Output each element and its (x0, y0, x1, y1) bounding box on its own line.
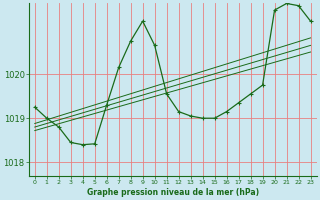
X-axis label: Graphe pression niveau de la mer (hPa): Graphe pression niveau de la mer (hPa) (87, 188, 259, 197)
